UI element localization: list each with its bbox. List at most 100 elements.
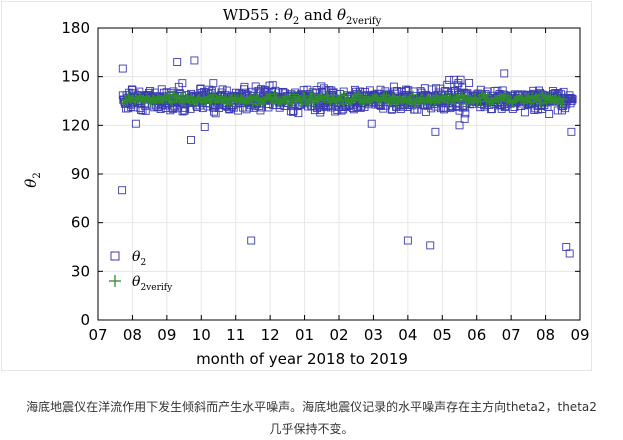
theta2verify-point — [430, 98, 439, 107]
theta2verify-point — [166, 96, 175, 105]
figure-frame: 07 08 09 10 11 12 01 02 03 04 05 06 07 08 09 0 30 60 90 120… — [1, 1, 592, 371]
theta2-point — [141, 106, 150, 115]
caption-line-2: 几乎保持不变。 — [269, 422, 354, 436]
theta2-point — [500, 69, 509, 78]
theta2verify-point — [392, 99, 401, 108]
theta2-point — [460, 114, 469, 123]
theta2verify-point — [221, 94, 230, 103]
theta2-point — [562, 243, 571, 251]
theta2verify-point — [225, 100, 234, 109]
theta2-point — [446, 104, 455, 113]
x-tick-label: 01 — [295, 326, 314, 344]
y-tick-label: 30 — [71, 262, 90, 280]
x-tick-label: 02 — [329, 326, 348, 344]
theta2verify-point — [304, 97, 313, 106]
theta2-point — [465, 78, 474, 87]
theta2-point — [240, 82, 249, 91]
theta2verify-point — [418, 93, 427, 102]
theta2-point — [234, 106, 243, 115]
theta2-point — [387, 105, 396, 114]
x-tick-label: 11 — [226, 326, 245, 344]
theta2verify-point — [272, 93, 281, 102]
theta2verify-point — [519, 99, 528, 108]
theta2-point — [461, 109, 470, 118]
x-tick-label: 03 — [364, 326, 383, 344]
theta2-point — [190, 56, 199, 65]
theta2verify-point — [525, 98, 534, 107]
theta2verify-point — [204, 92, 213, 101]
theta2-point — [567, 94, 575, 103]
theta2-point — [218, 85, 227, 94]
theta2-point — [118, 64, 127, 73]
legend-label-theta2verify: θ2verify — [132, 274, 173, 293]
legend-marker-theta2verify — [109, 275, 121, 287]
y-tick-label: 90 — [71, 165, 90, 183]
theta2-point — [322, 103, 331, 112]
theta2-point — [545, 110, 554, 118]
x-tick-label: 04 — [398, 326, 417, 344]
x-tick-label: 09 — [570, 326, 589, 344]
y-tick-label: 120 — [61, 116, 90, 134]
theta2-point — [294, 109, 303, 118]
theta2-point — [260, 85, 269, 94]
theta2verify-point — [559, 95, 568, 104]
theta2verify-point — [289, 90, 298, 99]
caption-line-1: 海底地震仪在洋流作用下发生倾斜而产生水平噪声。海底地震仪记录的水平噪声存在主方向… — [26, 400, 597, 414]
scatter-chart: 07 08 09 10 11 12 01 02 03 04 05 06 07 08 09 0 30 60 90 120… — [22, 6, 590, 368]
theta2verify-point — [542, 98, 551, 107]
theta2-point — [445, 75, 454, 84]
theta2-point — [256, 106, 265, 115]
theta2-point — [426, 241, 435, 250]
theta2-point — [488, 104, 497, 113]
theta2verify-point — [494, 97, 503, 106]
theta2-point — [566, 99, 575, 108]
theta2verify-point — [480, 92, 489, 101]
theta2-point — [264, 103, 273, 112]
theta2-point — [520, 108, 529, 117]
x-tick-label: 10 — [192, 326, 211, 344]
theta2-point — [214, 104, 223, 112]
theta2-point — [439, 103, 448, 112]
theta2verify-point — [309, 89, 318, 98]
theta2-point — [289, 106, 298, 115]
theta2-point — [568, 95, 577, 104]
y-tick-label: 180 — [61, 19, 90, 37]
y-axis-label: θ2 — [22, 172, 43, 187]
theta2-point — [242, 105, 251, 114]
legend: θ2 θ2verify — [109, 249, 173, 293]
theta2-point — [131, 119, 140, 128]
theta2verify-point — [168, 98, 177, 107]
theta2-point — [327, 86, 336, 95]
theta2verify-point — [524, 93, 533, 102]
x-axis-label: month of year 2018 to 2019 — [196, 350, 408, 368]
theta2verify-point — [201, 96, 210, 105]
theta2-point — [268, 81, 277, 90]
axis-ticks: 07 08 09 10 11 12 01 02 03 04 05 06 07 08 09 0 30 60 90 120… — [61, 19, 589, 344]
theta2verify-point — [329, 91, 338, 100]
theta2verify-point — [259, 100, 268, 109]
theta2verify-point — [534, 93, 543, 102]
theta2-point — [456, 75, 465, 84]
theta2-point — [187, 135, 195, 144]
theta2verify-point — [340, 90, 349, 99]
theta2-point — [333, 106, 342, 114]
y-tick-label: 60 — [71, 214, 90, 232]
theta2-point — [320, 84, 328, 93]
theta2verify-point — [537, 90, 546, 99]
theta2-point — [379, 104, 388, 113]
theta2-point — [209, 79, 218, 88]
theta2verify-point — [353, 89, 362, 98]
theta2verify-point — [483, 91, 492, 100]
chart-title: WD55 : θ2 and θ2verify — [223, 6, 382, 27]
legend-marker-theta2 — [110, 251, 120, 261]
theta2-point — [455, 121, 464, 130]
theta2-point — [228, 102, 237, 111]
theta2-point — [118, 186, 127, 195]
theta2-point — [317, 82, 326, 91]
theta2verify-point — [535, 97, 544, 106]
theta2-point — [247, 236, 256, 245]
theta2-point — [567, 127, 576, 136]
theta2-point — [173, 58, 182, 67]
theta2-point — [403, 236, 412, 245]
theta2verify-point — [287, 99, 296, 108]
